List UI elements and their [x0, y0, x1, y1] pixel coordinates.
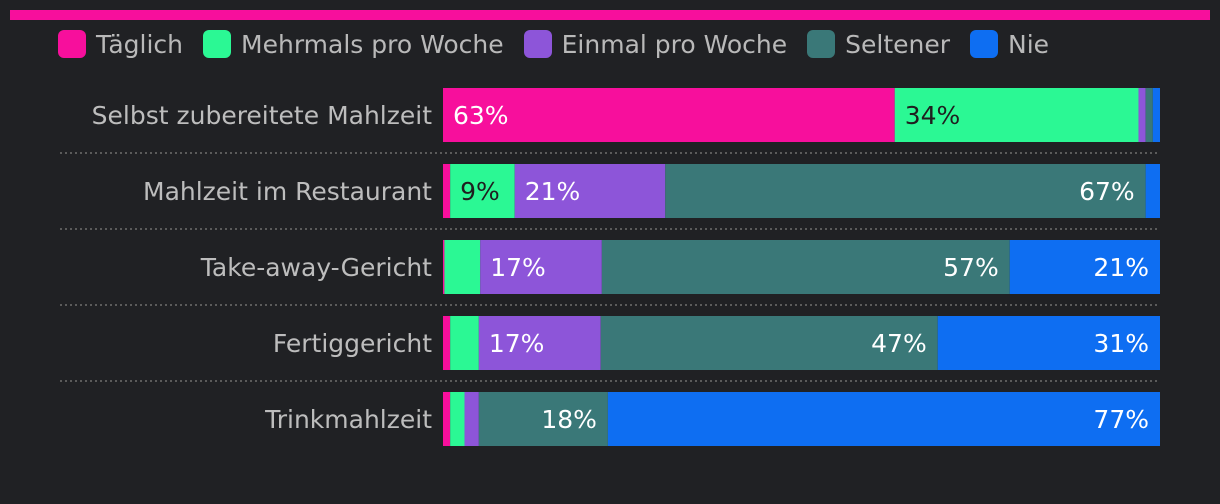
data-label-fertiggericht-einmal-pro-woche: 17% — [489, 329, 545, 358]
data-label-trinkmahlzeit-nie: 77% — [1093, 405, 1149, 434]
data-label-take-away-gericht-seltener: 57% — [943, 253, 999, 282]
legend-label-einmal-pro-woche: Einmal pro Woche — [561, 29, 788, 59]
bar-fertiggericht-nie[interactable] — [937, 316, 1160, 370]
legend-item-taeglich[interactable]: Täglich — [58, 30, 183, 58]
data-label-selbst-zubereitete-mahlzeit-mehrmals-pro-woche: 34% — [905, 101, 961, 130]
bar-selbst-zubereitete-mahlzeit-taeglich[interactable] — [443, 88, 895, 142]
category-label-mahlzeit-im-restaurant: Mahlzeit im Restaurant — [143, 177, 432, 206]
bar-trinkmahlzeit-einmal-pro-woche[interactable] — [464, 392, 479, 446]
data-label-take-away-gericht-einmal-pro-woche: 17% — [490, 253, 546, 282]
bar-fertiggericht-taeglich[interactable] — [443, 316, 451, 370]
bar-trinkmahlzeit-seltener[interactable] — [478, 392, 608, 446]
data-label-mahlzeit-im-restaurant-seltener: 67% — [1079, 177, 1135, 206]
legend-label-taeglich: Täglich — [96, 29, 184, 59]
legend-item-mehrmals-pro-woche[interactable]: Mehrmals pro Woche — [203, 30, 504, 58]
legend-swatch-taeglich — [58, 30, 86, 58]
bar-take-away-gericht-taeglich[interactable] — [443, 240, 445, 294]
data-label-mahlzeit-im-restaurant-mehrmals-pro-woche: 9% — [460, 177, 500, 206]
legend-label-nie: Nie — [1008, 29, 1050, 59]
bar-mahlzeit-im-restaurant-mehrmals-pro-woche[interactable] — [450, 164, 515, 218]
bar-selbst-zubereitete-mahlzeit-seltener[interactable] — [1145, 88, 1153, 142]
bar-take-away-gericht-seltener[interactable] — [601, 240, 1010, 294]
legend-swatch-einmal-pro-woche — [523, 30, 552, 58]
bar-mahlzeit-im-restaurant-seltener[interactable] — [665, 164, 1146, 218]
data-label-take-away-gericht-nie: 21% — [1093, 253, 1149, 282]
bar-take-away-gericht-mehrmals-pro-woche[interactable] — [444, 240, 481, 294]
category-label-take-away-gericht: Take-away-Gericht — [200, 253, 432, 282]
bar-trinkmahlzeit-nie[interactable] — [607, 392, 1160, 446]
data-label-fertiggericht-nie: 31% — [1093, 329, 1149, 358]
bar-mahlzeit-im-restaurant-taeglich[interactable] — [443, 164, 451, 218]
data-label-mahlzeit-im-restaurant-einmal-pro-woche: 21% — [525, 177, 581, 206]
legend-label-mehrmals-pro-woche: Mehrmals pro Woche — [241, 29, 504, 59]
legend-label-seltener: Seltener — [845, 29, 951, 59]
legend: Täglich Mehrmals pro Woche Einmal pro Wo… — [58, 26, 1069, 62]
bar-trinkmahlzeit-mehrmals-pro-woche[interactable] — [450, 392, 465, 446]
bar-selbst-zubereitete-mahlzeit-mehrmals-pro-woche[interactable] — [894, 88, 1139, 142]
bar-selbst-zubereitete-mahlzeit-einmal-pro-woche[interactable] — [1138, 88, 1146, 142]
bar-fertiggericht-seltener[interactable] — [600, 316, 938, 370]
legend-swatch-nie — [970, 30, 999, 58]
data-label-trinkmahlzeit-seltener: 18% — [541, 405, 597, 434]
bar-selbst-zubereitete-mahlzeit-nie[interactable] — [1152, 88, 1160, 142]
legend-swatch-mehrmals-pro-woche — [203, 30, 232, 58]
category-label-fertiggericht: Fertiggericht — [273, 329, 432, 358]
bar-take-away-gericht-nie[interactable] — [1009, 240, 1160, 294]
bar-trinkmahlzeit-taeglich[interactable] — [443, 392, 451, 446]
bar-mahlzeit-im-restaurant-nie[interactable] — [1145, 164, 1160, 218]
bar-mahlzeit-im-restaurant-einmal-pro-woche[interactable] — [514, 164, 666, 218]
bar-fertiggericht-mehrmals-pro-woche[interactable] — [450, 316, 479, 370]
legend-item-einmal-pro-woche[interactable]: Einmal pro Woche — [523, 29, 788, 59]
legend-swatch-seltener — [807, 30, 836, 58]
legend-item-seltener[interactable]: Seltener — [807, 30, 950, 58]
top-accent-bar — [10, 10, 1210, 20]
category-label-selbst-zubereitete-mahlzeit: Selbst zubereitete Mahlzeit — [92, 101, 433, 130]
data-label-fertiggericht-seltener: 47% — [871, 329, 927, 358]
bar-take-away-gericht-einmal-pro-woche[interactable] — [480, 240, 602, 294]
legend-item-nie[interactable]: Nie — [970, 30, 1049, 58]
data-label-selbst-zubereitete-mahlzeit-taeglich: 63% — [453, 101, 509, 130]
category-label-trinkmahlzeit: Trinkmahlzeit — [264, 405, 432, 434]
bar-fertiggericht-einmal-pro-woche[interactable] — [478, 316, 601, 370]
